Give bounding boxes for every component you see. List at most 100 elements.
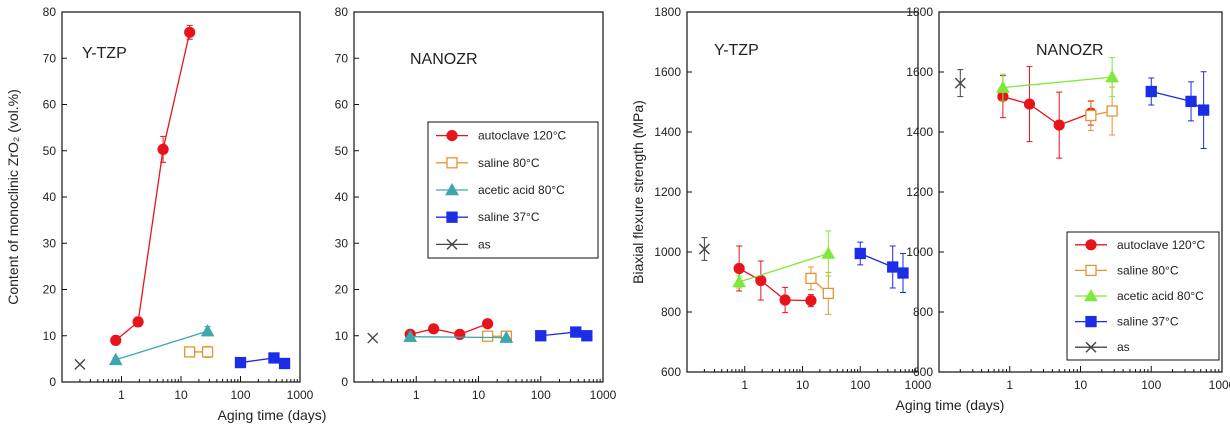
- data-point: [822, 287, 834, 300]
- series-line: [738, 252, 829, 283]
- data-point: [805, 272, 817, 285]
- x-tick-label: 1: [741, 378, 748, 392]
- legend-marker: [446, 157, 458, 169]
- y-tick-label: 20: [43, 283, 57, 297]
- data-point: [184, 26, 196, 38]
- series-x: [954, 69, 966, 98]
- legend-marker: [445, 182, 459, 196]
- series-triangle: [403, 329, 514, 343]
- legend-label: acetic acid 80°C: [478, 183, 565, 197]
- data-point: [234, 356, 247, 369]
- y-tick-label: 1400: [654, 125, 681, 139]
- x-tick-label: 100: [230, 388, 250, 402]
- data-point: [1106, 105, 1118, 117]
- data-point: [996, 80, 1010, 93]
- data-point: [74, 358, 86, 370]
- legend-marker: [1084, 288, 1098, 302]
- data-point: [428, 323, 440, 335]
- x-tick-label: 1000: [1209, 378, 1230, 392]
- data-point: [367, 332, 379, 344]
- y-tick-label: 10: [335, 329, 349, 343]
- data-point: [805, 295, 817, 307]
- legend-label: saline 37°C: [478, 210, 540, 224]
- legend-label: autoclave 120°C: [478, 129, 567, 143]
- legend-label: as: [478, 237, 491, 251]
- x-tick-label: 10: [796, 378, 810, 392]
- y-axis-title: Biaxial flexure strength (MPa): [630, 100, 646, 284]
- y-tick-label: 10: [43, 329, 57, 343]
- data-point: [108, 352, 123, 366]
- x-tick-label: 1: [413, 388, 420, 402]
- y-tick-label: 70: [335, 51, 349, 65]
- y-tick-label: 0: [341, 375, 348, 389]
- y-tick-label: 1200: [906, 185, 933, 199]
- data-point: [1023, 98, 1036, 110]
- series-line: [738, 267, 811, 302]
- y-tick-label: 1000: [654, 245, 681, 259]
- series-line: [115, 330, 208, 361]
- data-point: [200, 324, 215, 337]
- legend-marker: [1085, 341, 1097, 353]
- x-tick-label: 1: [1006, 378, 1013, 392]
- data-point: [1197, 104, 1210, 116]
- series-triangle: [108, 324, 215, 366]
- data-point: [110, 334, 122, 346]
- y-tick-label: 30: [335, 236, 349, 250]
- data-point: [755, 274, 767, 287]
- series-x: [698, 237, 710, 261]
- data-point: [481, 330, 494, 342]
- series-square: [184, 345, 214, 358]
- data-point: [481, 318, 494, 330]
- x-tick-label: 10: [472, 388, 486, 402]
- y-tick-label: 50: [335, 144, 349, 158]
- data-point: [403, 329, 418, 342]
- data-point: [1145, 85, 1157, 98]
- x-tick-label: 10: [1074, 378, 1088, 392]
- series-circle: [733, 245, 817, 314]
- y-tick-label: 30: [43, 236, 57, 250]
- series-triangle: [732, 230, 836, 289]
- data-point: [954, 77, 966, 89]
- series-line: [115, 32, 191, 341]
- series-line: [410, 323, 488, 336]
- y-tick-label: 0: [49, 375, 56, 389]
- legend-label: saline 80°C: [1117, 263, 1179, 277]
- y-tick-label: 600: [913, 365, 933, 379]
- plot-frame: [686, 11, 919, 373]
- data-point: [1053, 119, 1065, 131]
- plot-frame: [61, 11, 301, 383]
- legend-marker: [446, 211, 458, 223]
- legend: autoclave 120°C saline 80°C acetic acid 80…: [1066, 231, 1220, 361]
- x-tick-label: 1: [118, 388, 125, 402]
- data-point: [1085, 109, 1097, 122]
- data-point: [732, 274, 747, 288]
- data-point: [581, 330, 593, 342]
- y-tick-label: 1600: [654, 65, 681, 79]
- y-tick-label: 40: [43, 190, 57, 204]
- legend-marker: [1085, 264, 1097, 277]
- y-tick-label: 600: [661, 365, 681, 379]
- data-point: [184, 346, 196, 358]
- y-tick-label: 800: [913, 305, 933, 319]
- data-point: [132, 316, 144, 328]
- y-tick-label: 80: [43, 5, 57, 19]
- y-tick-label: 20: [335, 283, 349, 297]
- panel-title: NANOZR: [1036, 42, 1104, 59]
- legend: autoclave 120°C saline 80°C acetic acid 80…: [427, 121, 599, 259]
- x-tick-label: 100: [531, 388, 551, 402]
- data-point: [698, 243, 710, 255]
- x-axis-title: Aging time (days): [218, 407, 327, 423]
- legend-label: saline 37°C: [1117, 315, 1179, 329]
- y-tick-label: 60: [335, 98, 349, 112]
- y-tick-label: 1000: [906, 245, 933, 259]
- x-tick-label: 1000: [905, 378, 932, 392]
- x-tick-label: 100: [1141, 378, 1161, 392]
- panel-title: Y-TZP: [714, 42, 759, 59]
- data-point: [268, 352, 280, 364]
- x-tick-label: 100: [850, 378, 870, 392]
- y-tick-label: 1200: [654, 185, 681, 199]
- data-point: [854, 247, 866, 260]
- series-square: [805, 266, 834, 315]
- x-tick-label: 10: [174, 388, 188, 402]
